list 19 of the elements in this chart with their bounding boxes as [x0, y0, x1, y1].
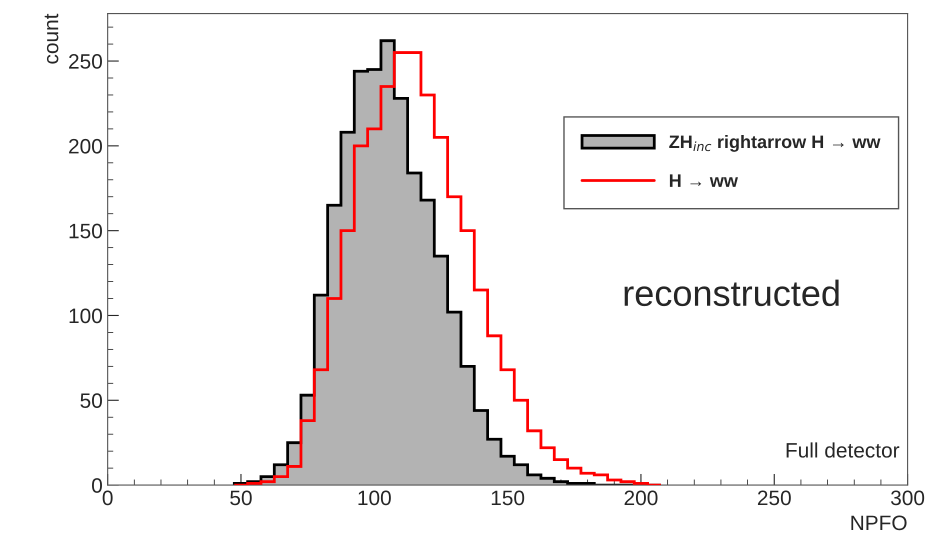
- y-tick-label: 200: [69, 138, 102, 154]
- x-tick-label: 0: [102, 490, 113, 506]
- x-tick-label: 200: [624, 490, 658, 506]
- x-tick-label: 150: [492, 490, 524, 506]
- x-axis-title: NPFO: [851, 515, 907, 530]
- x-tick-label: 300: [891, 490, 924, 506]
- y-tick-label: 100: [70, 308, 102, 324]
- annotation: Full detector: [786, 442, 900, 458]
- y-tick-label: 0: [92, 478, 102, 493]
- legend-label: ZH$_{inc}$ rightarrow H → ww: [669, 134, 880, 152]
- x-tick-label: 100: [358, 490, 391, 506]
- legend-label: H → ww: [670, 174, 738, 187]
- annotation: reconstructed: [624, 280, 839, 306]
- x-tick-label: 50: [230, 490, 252, 506]
- y-tick-label: 50: [80, 393, 102, 408]
- x-tick-label: 250: [758, 490, 791, 506]
- y-tick-label: 150: [70, 224, 102, 238]
- y-tick-label: 250: [69, 54, 102, 69]
- y-axis-title: count: [44, 14, 58, 64]
